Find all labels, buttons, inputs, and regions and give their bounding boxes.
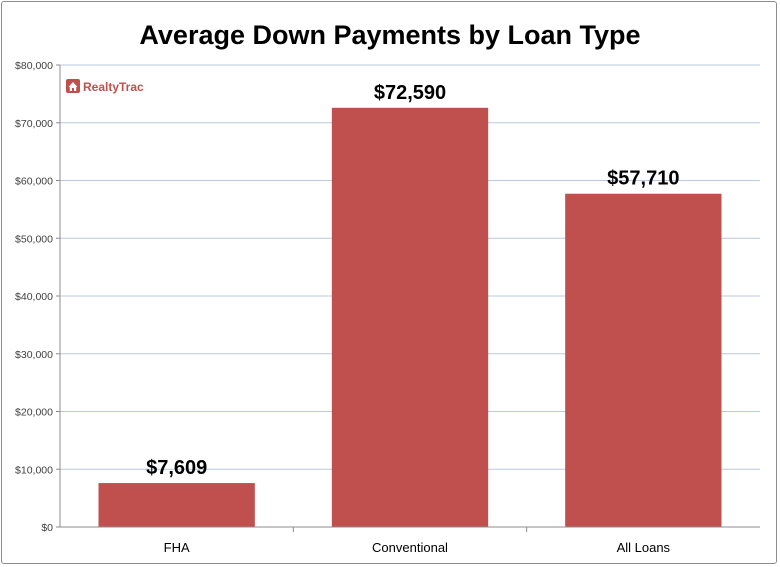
y-tick-label: $10,000 xyxy=(15,464,53,476)
y-tick-label: $30,000 xyxy=(15,349,53,361)
chart-title: Average Down Payments by Loan Type xyxy=(139,20,640,50)
data-labels: $7,609 $72,590 $57,710 xyxy=(146,82,679,479)
axes xyxy=(59,65,760,528)
bar-all-loans xyxy=(565,193,722,528)
x-tick-label: FHA xyxy=(164,540,190,555)
data-label: $7,609 xyxy=(146,457,207,479)
y-tick-label: $60,000 xyxy=(15,176,53,188)
bar-conventional xyxy=(331,107,489,527)
y-tick-label: $20,000 xyxy=(15,407,53,419)
x-tick-label: All Loans xyxy=(617,540,671,555)
x-tick-label: Conventional xyxy=(372,540,448,555)
data-label: $57,710 xyxy=(607,168,679,190)
y-tick-label: $80,000 xyxy=(15,60,53,72)
house-logo-icon xyxy=(66,79,80,93)
x-axis-tick-labels: FHA Conventional All Loans xyxy=(164,527,671,555)
y-tick-label: $40,000 xyxy=(15,291,53,303)
data-label: $72,590 xyxy=(374,82,446,104)
y-axis-tick-labels: $0 $10,000 $20,000 $30,000 $40,000 $50,000 $60… xyxy=(15,60,60,534)
y-tick-label: $0 xyxy=(41,522,53,534)
logo-text: RealtyTrac xyxy=(83,80,144,94)
bars xyxy=(98,107,722,528)
y-tick-label: $70,000 xyxy=(15,118,53,130)
realtytrac-logo: RealtyTrac xyxy=(66,79,144,94)
bar-fha xyxy=(98,483,255,527)
y-tick-label: $50,000 xyxy=(15,233,53,245)
